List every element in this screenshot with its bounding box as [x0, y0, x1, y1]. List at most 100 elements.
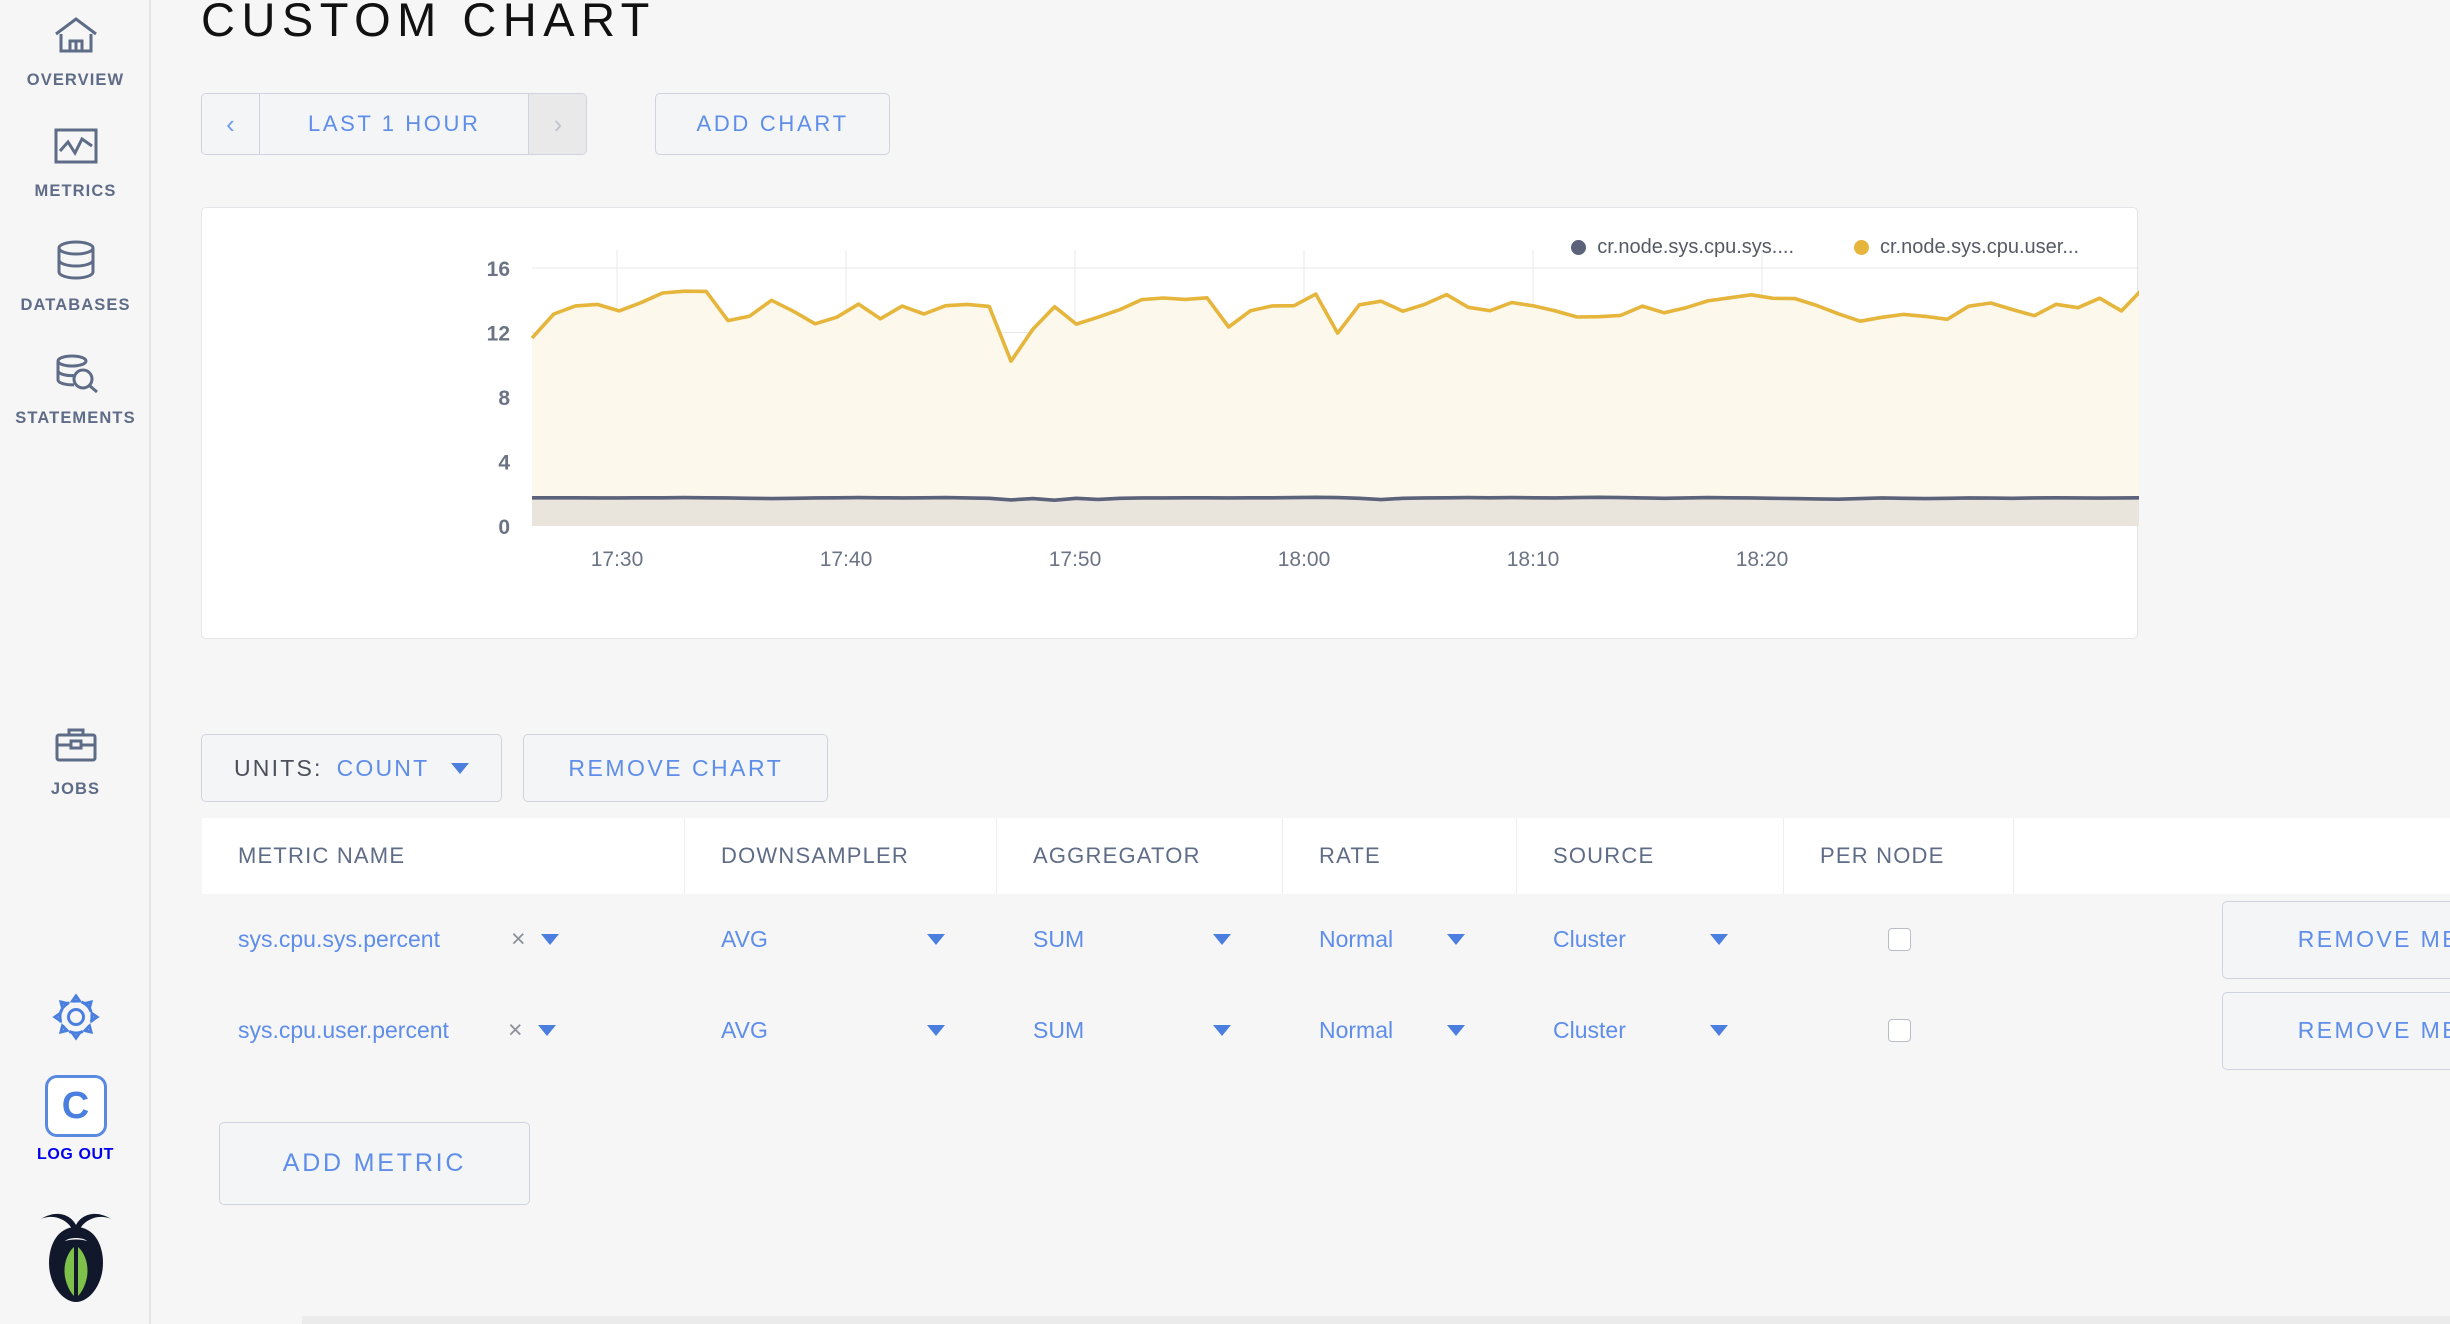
column-header-per-node: PER NODE — [1784, 818, 2014, 894]
clear-icon[interactable]: × — [510, 925, 526, 953]
home-icon — [53, 6, 99, 64]
chevron-down-icon[interactable] — [1213, 934, 1231, 945]
units-dropdown[interactable]: UNITS: COUNT — [201, 734, 503, 802]
rate-value: Normal — [1319, 1017, 1394, 1043]
source-cell[interactable]: Cluster — [1517, 926, 1784, 953]
rate-cell[interactable]: Normal — [1283, 1017, 1517, 1044]
rate-cell[interactable]: Normal — [1283, 926, 1517, 953]
remove-metric-button[interactable]: REMOVE METRIC — [2222, 900, 2450, 979]
chevron-down-icon[interactable] — [927, 1025, 945, 1036]
svg-text:17:40: 17:40 — [820, 548, 873, 571]
column-header-source: SOURCE — [1517, 818, 1784, 894]
table-header-row: METRIC NAME DOWNSAMPLER AGGREGATOR RATE … — [202, 818, 2450, 894]
units-value: COUNT — [336, 754, 430, 781]
svg-text:8: 8 — [498, 387, 510, 410]
chevron-down-icon[interactable] — [1213, 1025, 1231, 1036]
database-cylinder-icon — [53, 231, 99, 289]
time-range-selector: ‹ LAST 1 HOUR › — [201, 93, 588, 155]
table-row: sys.cpu.user.percent × AVG SUM Normal — [202, 985, 2450, 1076]
per-node-cell — [1784, 928, 2014, 951]
legend-dot-icon — [1571, 240, 1587, 255]
metric-name-value: sys.cpu.sys.percent — [238, 926, 440, 952]
briefcase-icon — [53, 715, 99, 773]
metric-name-value: sys.cpu.user.percent — [238, 1017, 449, 1043]
downsampler-value: AVG — [721, 926, 768, 952]
downsampler-cell[interactable]: AVG — [685, 926, 997, 953]
add-chart-button[interactable]: ADD CHART — [655, 93, 890, 155]
time-range-label[interactable]: LAST 1 HOUR — [308, 111, 481, 136]
add-metric-button[interactable]: ADD METRIC — [219, 1122, 530, 1205]
svg-text:12: 12 — [487, 323, 510, 346]
svg-text:4: 4 — [498, 452, 510, 475]
svg-text:16: 16 — [487, 258, 510, 281]
legend-item[interactable]: cr.node.sys.cpu.user... — [1854, 236, 2079, 259]
chevron-down-icon[interactable] — [1710, 934, 1728, 945]
time-series-plot[interactable]: 0 4 8 12 16 17:30 17:40 17:50 18:00 18:10 18:20 — [202, 208, 2139, 640]
metric-name-cell[interactable]: sys.cpu.user.percent × — [202, 1016, 685, 1045]
svg-text:18:00: 18:00 — [1278, 548, 1331, 571]
chevron-down-icon — [451, 762, 470, 774]
cockroach-logo-icon — [0, 1200, 151, 1310]
svg-text:18:10: 18:10 — [1507, 548, 1560, 571]
sidebar-item-databases[interactable]: DATABASES — [0, 231, 151, 315]
chevron-down-icon[interactable] — [1447, 1025, 1465, 1036]
metric-name-cell[interactable]: sys.cpu.sys.percent × — [202, 925, 685, 954]
chart-card: cr.node.sys.cpu.sys.... cr.node.sys.cpu.… — [201, 207, 2139, 640]
sidebar-item-jobs[interactable]: JOBS — [0, 715, 151, 799]
sidebar-item-label: LOG OUT — [36, 1146, 115, 1163]
sidebar-item-label: DATABASES — [20, 296, 131, 314]
legend-label: cr.node.sys.cpu.user... — [1880, 236, 2079, 258]
sidebar-item-metrics[interactable]: METRICS — [0, 117, 151, 201]
column-header-rate: RATE — [1283, 818, 1517, 894]
rate-value: Normal — [1319, 926, 1394, 952]
chevron-down-icon[interactable] — [927, 934, 945, 945]
time-range-next-button[interactable]: › — [528, 94, 587, 154]
source-value: Cluster — [1553, 1017, 1626, 1043]
units-label: UNITS: — [234, 754, 323, 781]
chevron-down-icon[interactable] — [1447, 934, 1465, 945]
sidebar: OVERVIEW METRICS DATABASES — [0, 0, 151, 1324]
legend-item[interactable]: cr.node.sys.cpu.sys.... — [1571, 236, 1794, 259]
svg-text:17:50: 17:50 — [1049, 548, 1102, 571]
sidebar-item-label: METRICS — [34, 182, 117, 200]
sidebar-item-statements[interactable]: STATEMENTS — [0, 344, 151, 428]
chart-options-row: UNITS: COUNT REMOVE CHART — [201, 734, 829, 802]
sidebar-item-label: STATEMENTS — [15, 409, 136, 427]
metric-table: METRIC NAME DOWNSAMPLER AGGREGATOR RATE … — [202, 818, 2450, 1076]
chevron-down-icon[interactable] — [540, 934, 559, 945]
chevron-down-icon[interactable] — [1710, 1025, 1728, 1036]
gear-icon — [51, 988, 101, 1046]
aggregator-value: SUM — [1033, 926, 1085, 952]
column-header-aggregator: AGGREGATOR — [997, 818, 1283, 894]
svg-text:0: 0 — [498, 516, 510, 539]
sidebar-item-settings[interactable] — [0, 988, 151, 1046]
per-node-checkbox[interactable] — [1887, 928, 1911, 951]
remove-chart-button[interactable]: REMOVE CHART — [523, 734, 829, 802]
remove-metric-button[interactable]: REMOVE METRIC — [2222, 991, 2450, 1070]
legend-dot-icon — [1854, 240, 1869, 255]
chevron-down-icon[interactable] — [537, 1025, 556, 1036]
sidebar-item-label: OVERVIEW — [26, 71, 125, 89]
column-header-actions — [2014, 818, 2450, 894]
time-range-prev-button[interactable]: ‹ — [202, 94, 260, 154]
aggregator-cell[interactable]: SUM — [997, 1017, 1283, 1044]
c-badge-letter: C — [44, 1075, 107, 1137]
source-cell[interactable]: Cluster — [1517, 1017, 1784, 1044]
c-badge-icon: C — [44, 1073, 107, 1139]
clear-icon[interactable]: × — [507, 1016, 523, 1044]
aggregator-cell[interactable]: SUM — [997, 926, 1283, 953]
chart-legend: cr.node.sys.cpu.sys.... cr.node.sys.cpu.… — [1571, 236, 2079, 259]
svg-text:18:20: 18:20 — [1736, 548, 1789, 571]
column-header-metric-name: METRIC NAME — [202, 818, 685, 894]
per-node-checkbox[interactable] — [1887, 1019, 1911, 1042]
aggregator-value: SUM — [1033, 1017, 1085, 1043]
sidebar-item-logout[interactable]: C LOG OUT — [0, 1073, 151, 1164]
sidebar-item-overview[interactable]: OVERVIEW — [0, 6, 151, 90]
bottom-scroll-bar[interactable] — [302, 1316, 2450, 1324]
svg-text:17:30: 17:30 — [591, 548, 644, 571]
column-header-downsampler: DOWNSAMPLER — [685, 818, 997, 894]
downsampler-cell[interactable]: AVG — [685, 1017, 997, 1044]
sidebar-item-label: JOBS — [50, 780, 101, 798]
legend-label: cr.node.sys.cpu.sys.... — [1597, 236, 1794, 258]
database-search-icon — [52, 344, 100, 402]
